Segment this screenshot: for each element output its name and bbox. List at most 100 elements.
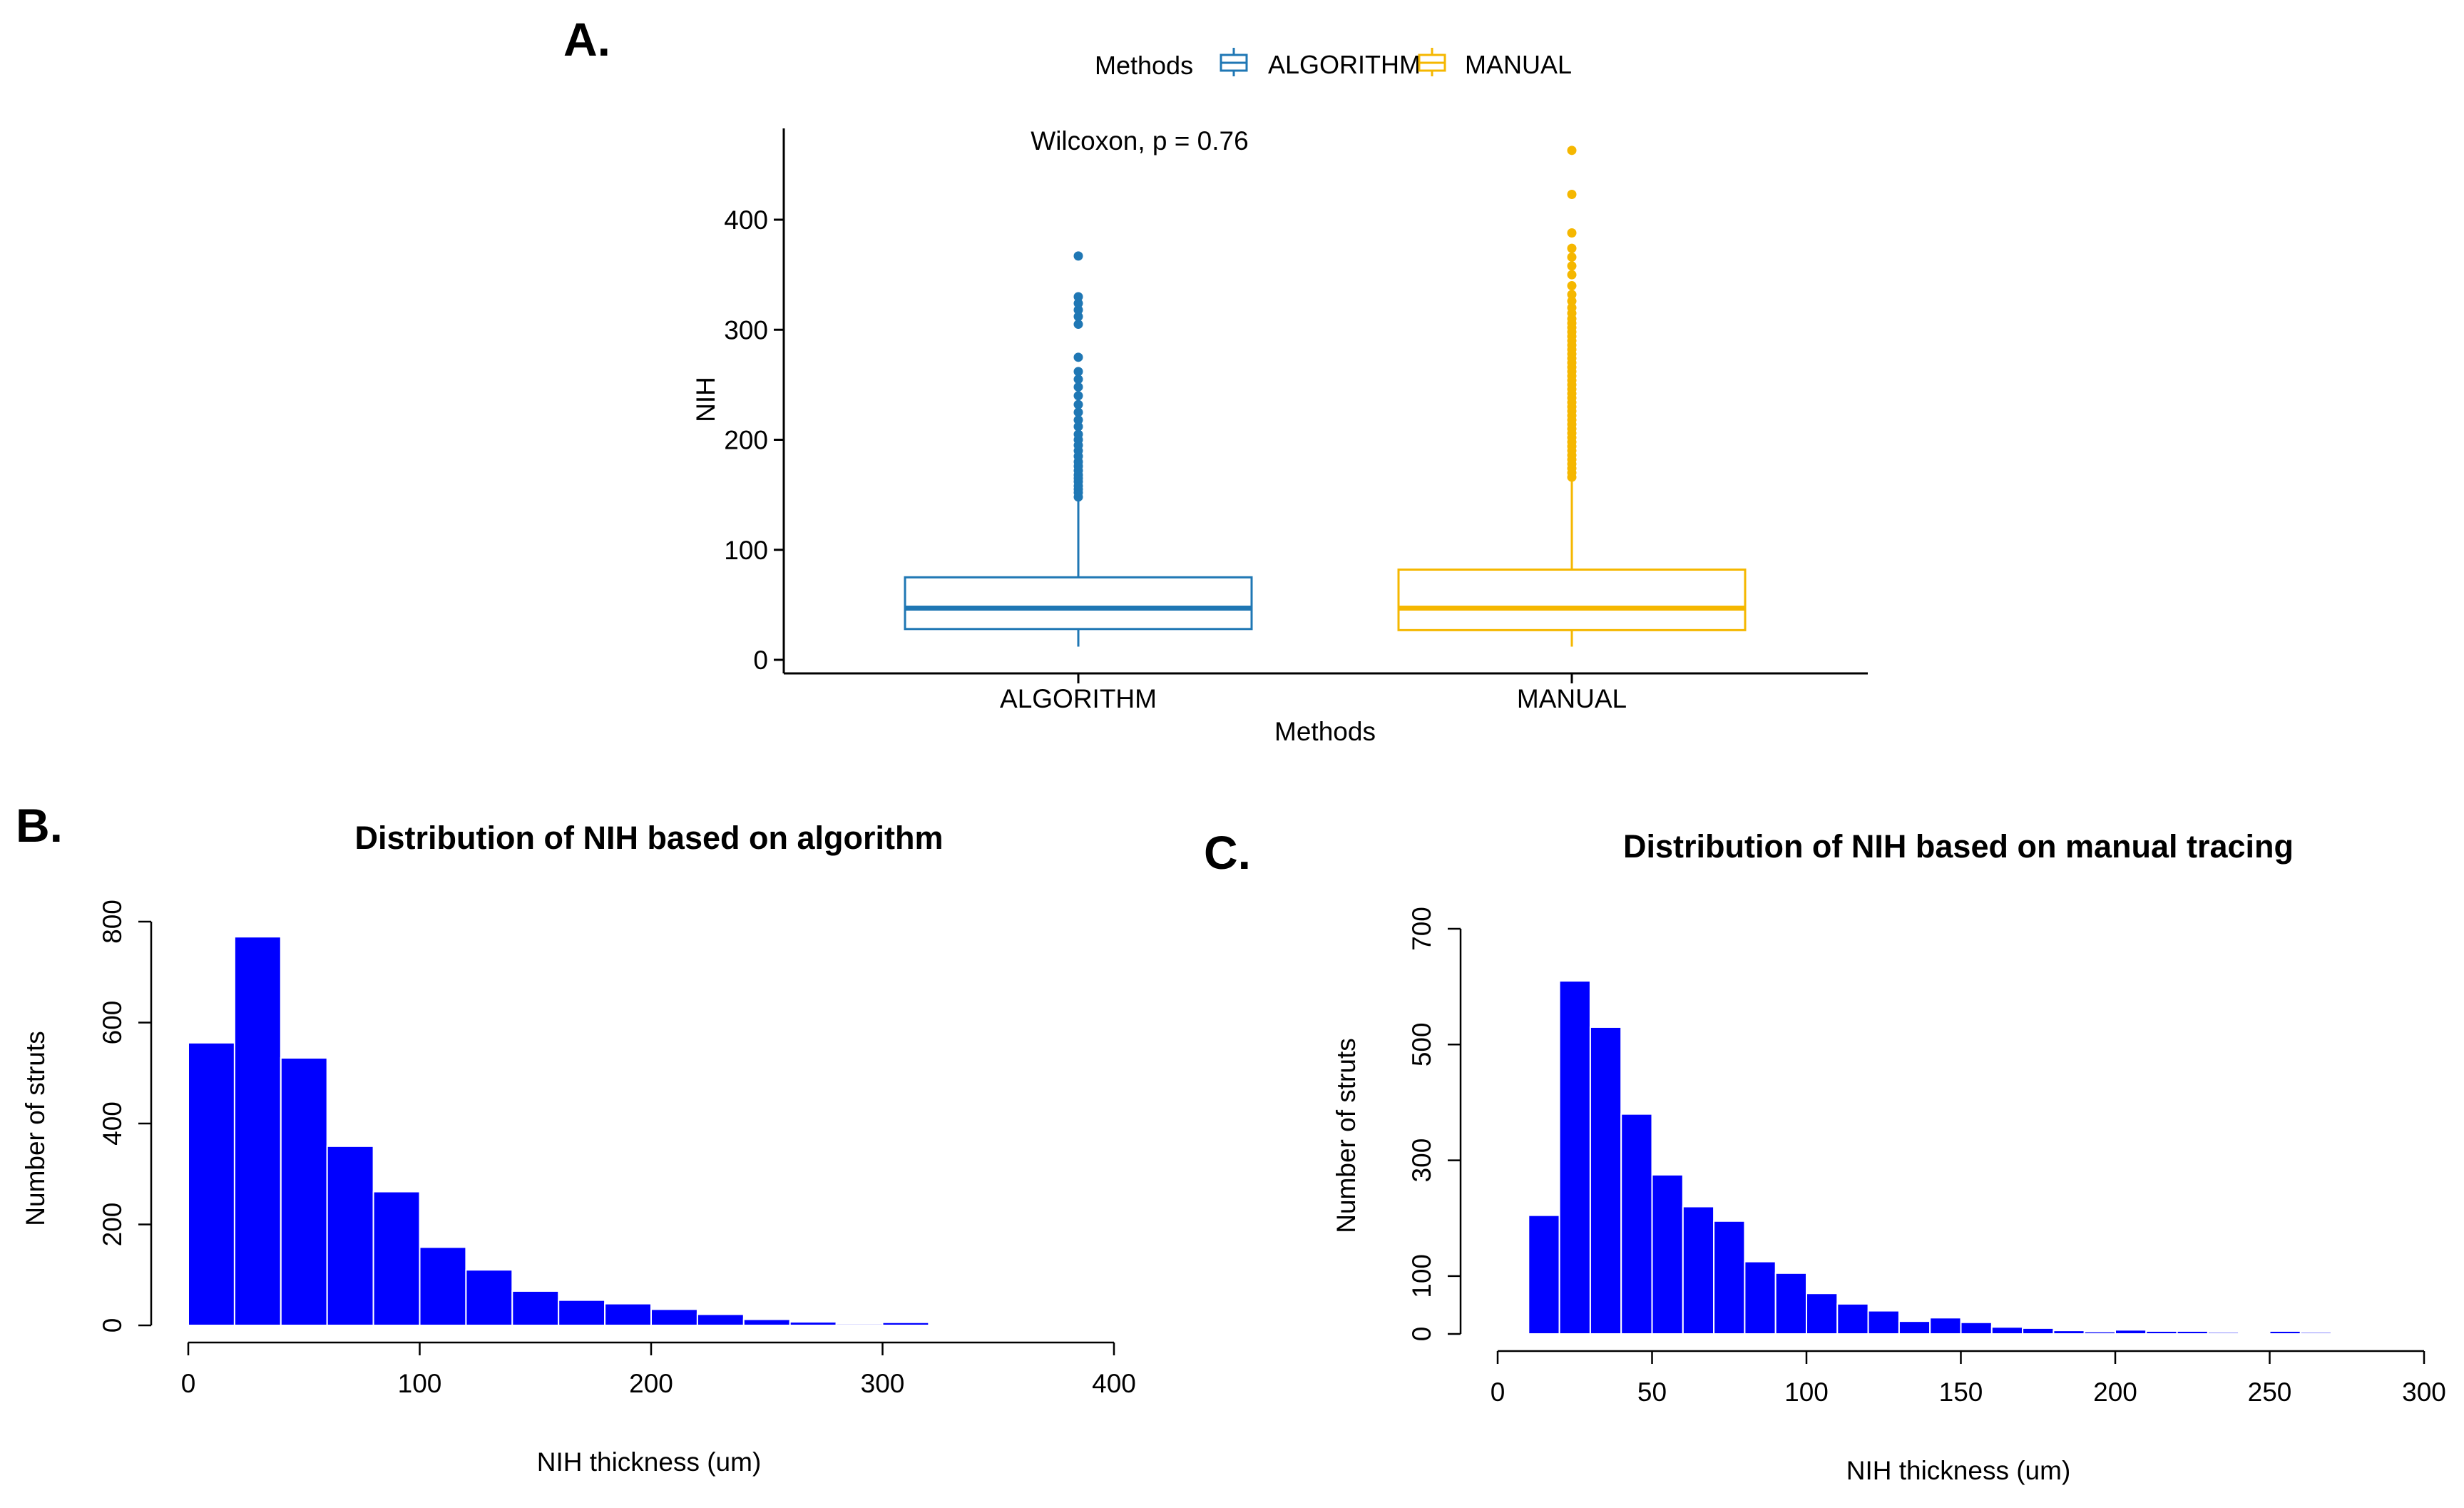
histogram-algorithm-bar xyxy=(1021,1323,1069,1326)
histogram-algorithm-x-title: NIH thickness (um) xyxy=(537,1447,762,1477)
histogram-algorithm-bar xyxy=(928,1323,976,1326)
histogram-manual-x-tick-label: 300 xyxy=(2402,1377,2446,1407)
box-iqr xyxy=(904,576,1253,631)
histogram-manual-bar xyxy=(1744,1260,1777,1335)
legend-key-algorithm xyxy=(1220,48,1248,76)
panel-label-b: B. xyxy=(16,799,63,852)
histogram-manual-bar xyxy=(1620,1113,1653,1335)
box-outlier-point xyxy=(1073,407,1083,417)
box-outlier-point xyxy=(1073,352,1083,362)
histogram-manual-bar xyxy=(1806,1293,1839,1335)
histogram-algorithm-bar xyxy=(604,1303,652,1327)
box-outlier-point xyxy=(1567,270,1577,280)
boxplot-y-tick-label: 100 xyxy=(724,536,768,565)
histogram-manual-panel: Distribution of NIH based on manual trac… xyxy=(1331,828,2446,1485)
histogram-manual-title: Distribution of NIH based on manual trac… xyxy=(1623,828,2294,865)
box-outlier-point xyxy=(1073,305,1083,315)
histogram-manual-bar xyxy=(2176,1330,2209,1335)
histogram-algorithm-y-title: Number of struts xyxy=(21,1031,50,1226)
histogram-algorithm-bar xyxy=(789,1321,837,1326)
histogram-manual-bar xyxy=(1651,1173,1684,1335)
legend-label-algorithm: ALGORITHM xyxy=(1268,50,1421,79)
box-outlier-point xyxy=(1567,261,1577,271)
box-outlier-point xyxy=(1073,415,1083,425)
box-outlier-point xyxy=(1567,281,1577,291)
box-outlier-point xyxy=(1073,429,1083,439)
box-outlier-point xyxy=(1073,251,1083,261)
histogram-algorithm-y-tick-label: 600 xyxy=(98,1001,127,1045)
legend-title: Methods xyxy=(1095,51,1193,80)
histogram-manual-x-tick-label: 200 xyxy=(2093,1377,2137,1407)
histogram-algorithm-bar xyxy=(233,936,282,1326)
histogram-manual-y-title: Number of struts xyxy=(1331,1038,1361,1233)
histogram-algorithm-bar xyxy=(465,1269,513,1327)
histogram-manual-bar xyxy=(2331,1332,2363,1335)
histogram-manual-x-tick-label: 0 xyxy=(1491,1377,1506,1407)
histogram-manual-bar xyxy=(1990,1326,2024,1335)
histogram-manual-bars xyxy=(1528,980,2363,1335)
box-iqr xyxy=(1397,569,1747,631)
histogram-manual-bar xyxy=(1929,1317,1962,1335)
histogram-manual-bar xyxy=(2053,1330,2085,1335)
histogram-algorithm-bar xyxy=(650,1308,698,1326)
histogram-manual-bar xyxy=(2238,1332,2271,1335)
panel-label-c: C. xyxy=(1204,826,1251,879)
histogram-manual-bar xyxy=(2207,1331,2240,1335)
histogram-algorithm-bar xyxy=(742,1318,791,1327)
histogram-algorithm-panel: Distribution of NIH based on algorithm 0… xyxy=(21,820,1136,1477)
histogram-manual-bar xyxy=(2083,1330,2116,1335)
histogram-algorithm-x-tick-label: 0 xyxy=(181,1369,196,1398)
box-outlier-point xyxy=(1073,292,1083,302)
histogram-manual-bar xyxy=(1836,1303,1869,1335)
boxplot-legend: Methods ALGORITHM MANUAL xyxy=(1095,48,1572,80)
histogram-manual-bar xyxy=(1867,1310,1900,1335)
histogram-manual-bar xyxy=(2115,1329,2147,1335)
box-manual xyxy=(1397,146,1747,647)
histogram-manual-bar xyxy=(1713,1220,1746,1335)
histogram-algorithm-x-axis: 0 100 200 300 400 xyxy=(181,1341,1136,1398)
box-outlier-point xyxy=(1567,228,1577,238)
histogram-manual-y-tick-label: 700 xyxy=(1407,907,1436,951)
boxplot-y-title: NIH xyxy=(691,377,720,422)
box-outlier-point xyxy=(1567,243,1577,253)
boxplot-y-tick-label: 300 xyxy=(724,315,768,345)
histogram-algorithm-bar xyxy=(326,1145,374,1327)
histogram-algorithm-x-tick-label: 100 xyxy=(398,1369,442,1398)
boxplot-y-tick-label: 200 xyxy=(724,426,768,455)
box-outlier-point xyxy=(1073,312,1083,322)
histogram-manual-bar xyxy=(1558,980,1591,1335)
box-outlier-point xyxy=(1567,146,1577,156)
histogram-manual-x-tick-label: 50 xyxy=(1637,1377,1667,1407)
wilcoxon-annotation: Wilcoxon, p = 0.76 xyxy=(1031,126,1248,156)
histogram-algorithm-bar xyxy=(558,1299,606,1326)
histogram-manual-bar xyxy=(2269,1330,2301,1335)
histogram-algorithm-bar xyxy=(419,1246,467,1327)
histogram-manual-bar xyxy=(1589,1026,1622,1335)
boxplot-panel: Methods ALGORITHM MANUAL Wilcoxon, p = 0… xyxy=(691,48,1868,746)
histogram-algorithm-x-tick-label: 400 xyxy=(1092,1369,1136,1398)
histogram-manual-y-tick-label: 300 xyxy=(1407,1138,1436,1183)
box-outlier-point xyxy=(1073,320,1083,330)
histogram-algorithm-x-tick-label: 300 xyxy=(861,1369,905,1398)
histogram-algorithm-bar xyxy=(280,1057,328,1327)
histogram-algorithm-y-axis: 0 200 400 600 800 xyxy=(98,900,153,1333)
histogram-manual-x-title: NIH thickness (um) xyxy=(1846,1456,2071,1485)
boxplot-y-tick-label: 400 xyxy=(724,205,768,235)
histogram-manual-y-tick-label: 100 xyxy=(1407,1254,1436,1298)
histogram-algorithm-bar xyxy=(372,1191,421,1326)
box-outlier-point xyxy=(1073,422,1083,432)
histogram-manual-x-tick-label: 100 xyxy=(1784,1377,1829,1407)
histogram-algorithm-x-tick-label: 200 xyxy=(629,1369,673,1398)
box-algorithm xyxy=(904,251,1253,647)
box-outlier-point xyxy=(1567,252,1577,262)
boxplot-boxes xyxy=(904,146,1747,647)
histogram-manual-bar xyxy=(1960,1321,1993,1335)
boxplot-y-tick-label: 0 xyxy=(753,646,768,675)
histogram-manual-x-tick-label: 250 xyxy=(2248,1377,2292,1407)
histogram-algorithm-bar xyxy=(696,1313,745,1327)
histogram-algorithm-y-tick-label: 0 xyxy=(98,1318,127,1333)
box-outlier-point xyxy=(1073,382,1083,392)
boxplot-x-title: Methods xyxy=(1274,717,1376,746)
histogram-manual-x-tick-label: 150 xyxy=(1939,1377,1983,1407)
